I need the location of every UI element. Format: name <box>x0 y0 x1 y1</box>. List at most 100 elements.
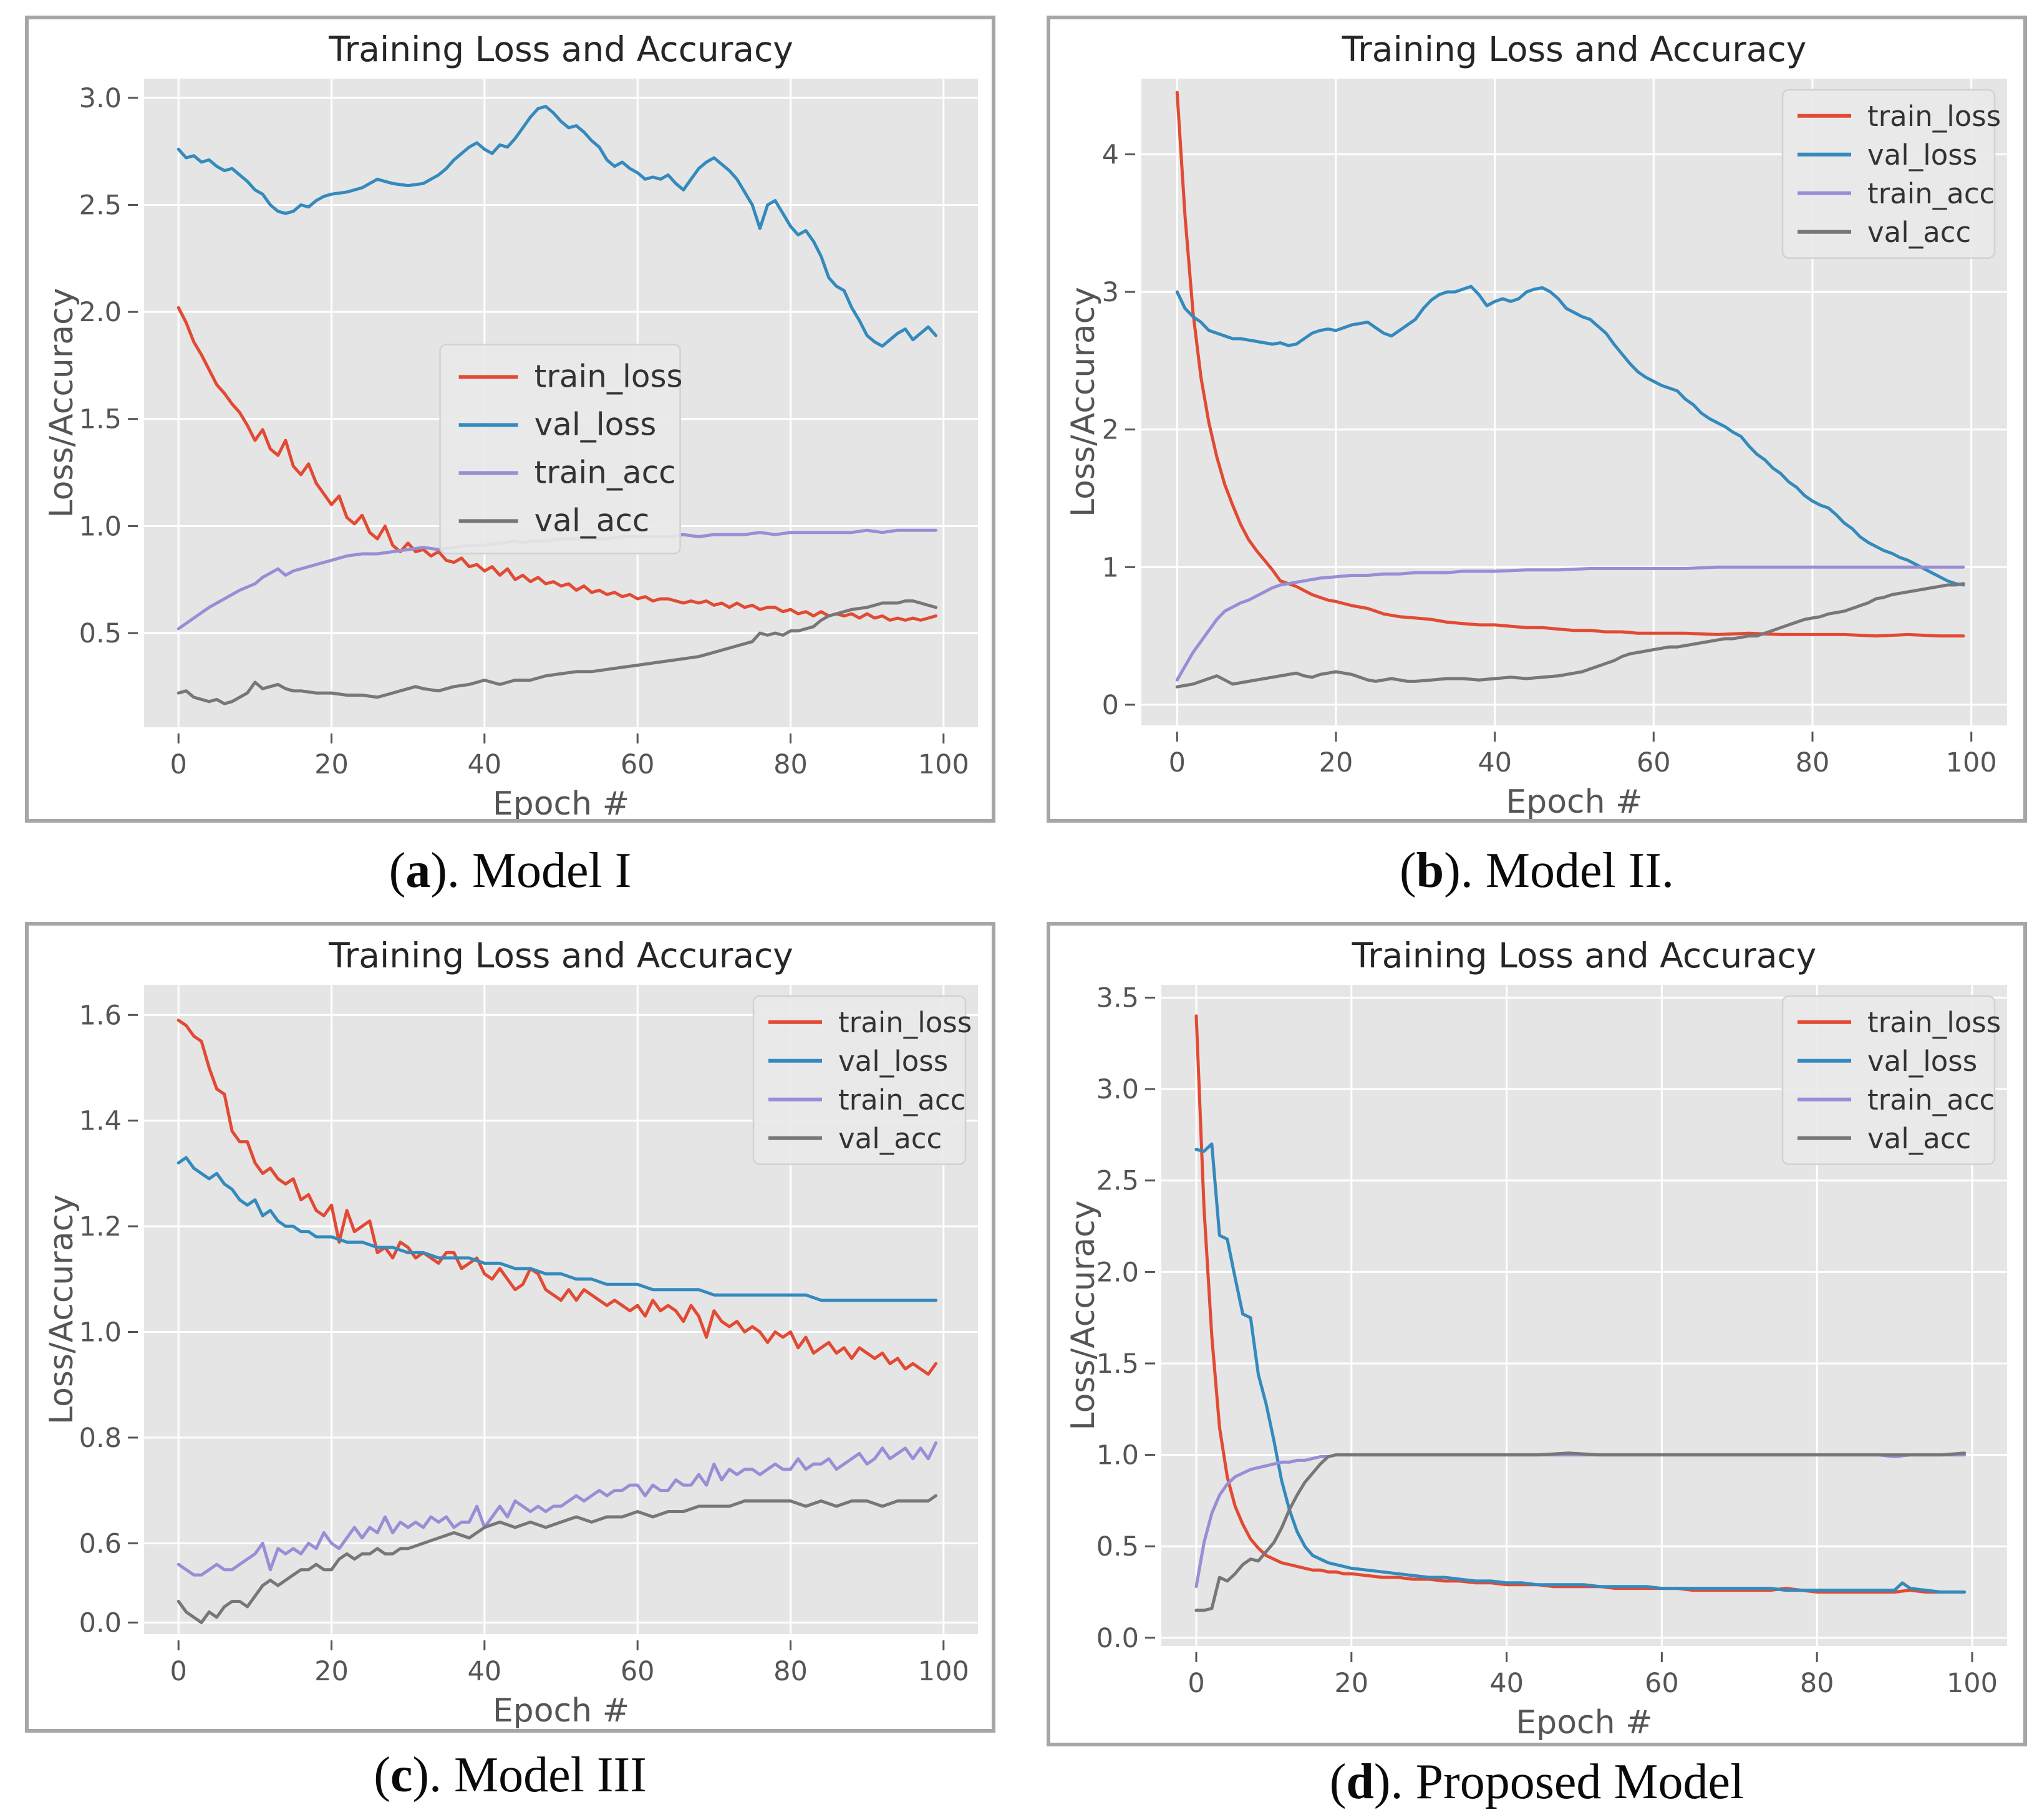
y-tick-label: 1.5 <box>1096 1348 1139 1380</box>
x-tick-label: 40 <box>1478 747 1512 778</box>
x-tick-label: 0 <box>1169 747 1186 778</box>
x-tick-label: 80 <box>773 1656 808 1687</box>
legend-label-train_acc: train_acc <box>1867 177 1995 210</box>
series-val_acc <box>1194 1451 1967 1612</box>
y-tick-label: 0.0 <box>79 1607 122 1638</box>
x-tick-label: 60 <box>1637 747 1671 778</box>
chart-model-ii: 0 20 40 60 80 100 0 1 2 3 4 Training Loss and Accur… <box>1065 29 2007 819</box>
caption-d-text: ). Proposed Model <box>1373 1754 1744 1809</box>
x-tick-label: 100 <box>1947 1668 1998 1699</box>
y-tick-label: 1.5 <box>79 404 122 435</box>
series-val_loss <box>177 105 937 348</box>
legend-label-train_acc: train_acc <box>1867 1083 1995 1116</box>
y-tick-label: 0.6 <box>79 1528 122 1559</box>
y-axis-label: Loss/Accuracy <box>1065 287 1102 517</box>
legend-label-val_acc: val_acc <box>838 1122 942 1155</box>
series-val_acc <box>177 1494 937 1624</box>
chart-title: Training Loss and Accuracy <box>328 936 793 975</box>
y-tick-label: 0.0 <box>1096 1623 1139 1654</box>
x-tick-label: 100 <box>1946 747 1997 778</box>
y-axis-label: Loss/Accuracy <box>43 1194 80 1425</box>
caption-c-letter: c <box>390 1747 413 1803</box>
series-val_loss <box>177 1156 937 1302</box>
x-tick-label: 0 <box>170 1656 187 1687</box>
chart-model-iii: 0 20 40 60 80 100 0.0 0.6 0.8 1.0 1.2 1.4 1.6 Trainin… <box>43 936 978 1729</box>
x-tick-label: 80 <box>773 749 808 780</box>
chart-title: Training Loss and Accuracy <box>1342 29 1807 69</box>
y-axis-label: Loss/Accuracy <box>43 288 80 518</box>
y-tick-label: 1.6 <box>79 1000 122 1031</box>
caption-c-text: ). Model III <box>412 1747 647 1803</box>
legend-label-train_loss: train_loss <box>1867 1006 2001 1039</box>
legend-label-val_acc: val_acc <box>1867 1122 1971 1155</box>
y-tick-label: 3.0 <box>79 83 122 114</box>
x-tick-label: 20 <box>314 749 349 780</box>
caption-b: (b). Model II. <box>1047 823 2027 919</box>
caption-a-letter: a <box>405 843 431 898</box>
caption-b-text: ). Model II. <box>1444 843 1674 898</box>
caption-c-open: ( <box>374 1747 390 1803</box>
caption-b-open: ( <box>1400 843 1416 898</box>
legend-label-val_acc: val_acc <box>535 502 650 538</box>
caption-d-open: ( <box>1329 1754 1347 1809</box>
x-tick-label: 0 <box>1188 1668 1204 1699</box>
legend: train_loss val_loss train_acc val_acc <box>439 344 683 554</box>
chart-title: Training Loss and Accuracy <box>328 29 793 69</box>
legend: train_loss val_loss train_acc val_acc <box>1781 89 2001 259</box>
y-tick-label: 3 <box>1102 277 1119 308</box>
legend-label-val_acc: val_acc <box>1867 216 1971 249</box>
y-tick-label: 2.0 <box>1096 1257 1139 1288</box>
y-axis-label: Loss/Accuracy <box>1065 1201 1102 1431</box>
caption-a-open: ( <box>389 843 406 898</box>
legend-label-train_acc: train_acc <box>535 454 676 490</box>
panel-model-ii: 0 20 40 60 80 100 0 1 2 3 4 Training Loss and Accur… <box>1047 16 2027 823</box>
legend-label-train_loss: train_loss <box>1867 100 2001 133</box>
series-train_loss <box>1194 1014 1967 1594</box>
legend-label-train_loss: train_loss <box>535 358 683 394</box>
chart-model-i: 0 20 40 60 80 100 0.5 1.0 1.5 2.0 2.5 3.0 Training L… <box>43 29 978 819</box>
series-train_acc <box>1175 565 1965 682</box>
caption-c: (c). Model III <box>25 1733 995 1818</box>
x-axis-label: Epoch # <box>1506 783 1642 819</box>
panel-model-i: 0 20 40 60 80 100 0.5 1.0 1.5 2.0 2.5 3.0 Training L… <box>25 16 995 823</box>
legend-label-val_loss: val_loss <box>1867 1045 1977 1078</box>
y-tick-label: 0.8 <box>79 1423 122 1454</box>
caption-d: (d). Proposed Model <box>1047 1746 2027 1818</box>
x-tick-label: 80 <box>1800 1668 1834 1699</box>
x-tick-label: 40 <box>467 1656 501 1687</box>
panel-proposed-model: 0 20 40 60 80 100 0.0 0.5 1.0 1.5 2.0 2.5 3.0 3.5 Trai… <box>1047 922 2027 1746</box>
legend-label-val_loss: val_loss <box>535 406 657 442</box>
caption-d-letter: d <box>1346 1754 1374 1809</box>
y-tick-label: 1.0 <box>79 511 122 542</box>
x-tick-label: 40 <box>467 749 501 780</box>
legend-label-train_loss: train_loss <box>838 1006 972 1039</box>
series-train_loss <box>177 1019 937 1376</box>
y-tick-label: 3.5 <box>1096 983 1139 1014</box>
x-axis-label: Epoch # <box>493 1692 629 1729</box>
y-tick-label: 1.0 <box>1096 1440 1139 1471</box>
y-tick-label: 1.0 <box>79 1317 122 1348</box>
y-tick-label: 4 <box>1102 139 1119 170</box>
series-val_acc <box>1175 582 1965 689</box>
x-tick-label: 60 <box>621 1656 655 1687</box>
x-tick-label: 60 <box>621 749 655 780</box>
x-axis-label: Epoch # <box>1516 1704 1652 1741</box>
series-train_loss <box>177 306 937 622</box>
y-tick-label: 2.5 <box>1096 1166 1139 1197</box>
x-tick-label: 20 <box>1319 747 1353 778</box>
x-tick-label: 20 <box>1334 1668 1368 1699</box>
y-tick-label: 1.2 <box>79 1211 122 1242</box>
y-tick-label: 2 <box>1102 415 1119 446</box>
x-tick-label: 80 <box>1796 747 1830 778</box>
y-tick-label: 3.0 <box>1096 1074 1139 1105</box>
chart-title: Training Loss and Accuracy <box>1352 936 1817 975</box>
series-val_loss <box>1175 284 1965 587</box>
legend-label-train_acc: train_acc <box>838 1083 965 1116</box>
y-tick-label: 0.5 <box>1096 1531 1139 1562</box>
x-tick-label: 20 <box>314 1656 349 1687</box>
caption-a-text: ). Model I <box>430 843 632 898</box>
panel-model-iii: 0 20 40 60 80 100 0.0 0.6 0.8 1.0 1.2 1.4 1.6 Trainin… <box>25 922 995 1733</box>
x-axis-label: Epoch # <box>493 785 629 819</box>
y-tick-label: 2.5 <box>79 190 122 221</box>
y-tick-label: 1.4 <box>79 1106 122 1137</box>
